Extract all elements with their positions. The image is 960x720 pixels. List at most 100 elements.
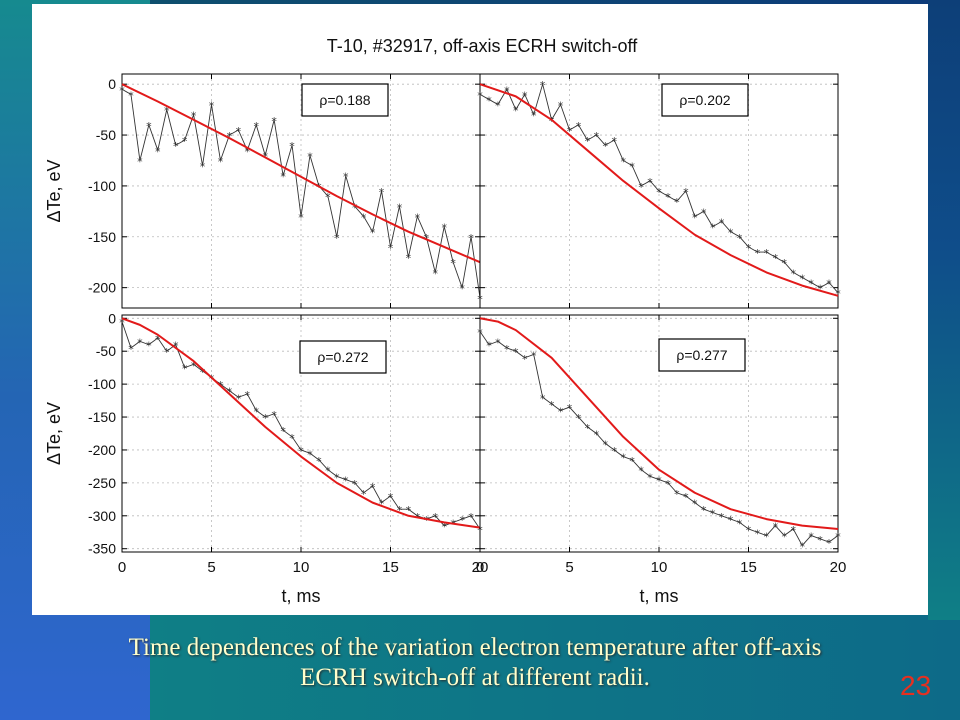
x-tick-label: 10 <box>651 559 668 576</box>
y-tick-label: -50 <box>96 127 116 143</box>
data-point: * <box>173 140 179 153</box>
data-point: * <box>791 267 797 280</box>
data-point: * <box>728 227 734 240</box>
data-point: * <box>209 100 215 113</box>
data-point: * <box>361 211 367 224</box>
data-point: * <box>665 478 671 491</box>
y-tick-label: -200 <box>88 280 116 296</box>
data-point: * <box>200 161 206 174</box>
data-point: * <box>808 531 814 544</box>
slide-number: 23 <box>900 670 932 701</box>
data-point: * <box>746 242 752 255</box>
data-point: * <box>656 186 662 199</box>
data-point: * <box>746 524 752 537</box>
data-point: * <box>245 389 251 402</box>
y-tick-label: -250 <box>88 475 116 491</box>
chart-panel: * * ********* ** ** ** ** ** * *** ** ** ** * * * ** * * * *… <box>477 73 841 309</box>
x-tick-label: 15 <box>740 559 757 576</box>
x-tick-label: 0 <box>118 559 126 576</box>
data-point: * <box>513 105 519 118</box>
data-point: * <box>719 217 725 230</box>
panel-label-box <box>299 340 387 374</box>
data-point: * <box>298 211 304 224</box>
data-point: * <box>629 161 635 174</box>
data-point: * <box>119 84 125 97</box>
data-point: * <box>334 232 340 245</box>
data-series-line <box>121 88 481 298</box>
panel-label-box <box>661 83 749 117</box>
data-point: * <box>379 186 385 199</box>
y-tick-label: -300 <box>88 508 116 524</box>
data-point: * <box>585 135 591 148</box>
data-point: * <box>638 181 644 194</box>
data-point: * <box>629 455 635 468</box>
data-point: * <box>254 405 260 418</box>
data-point: * <box>495 336 501 349</box>
panel-label: ρ=0.202 <box>679 92 730 108</box>
y-tick-label: 0 <box>108 76 116 92</box>
data-point: * <box>620 452 626 465</box>
data-point: * <box>370 227 376 240</box>
data-point: * <box>835 288 841 301</box>
fit-curve <box>479 83 839 297</box>
data-point: * <box>656 475 662 488</box>
data-point: * <box>424 514 430 527</box>
x-tick-label: 15 <box>382 559 399 576</box>
data-point: * <box>585 422 591 435</box>
data-point: * <box>352 201 358 214</box>
data-point: * <box>683 491 689 504</box>
data-point: * <box>227 130 233 143</box>
x-tick-label: 5 <box>207 559 215 576</box>
data-point: * <box>647 176 653 189</box>
data-point: * <box>343 475 349 488</box>
data-point: * <box>558 100 564 113</box>
data-point: * <box>549 399 555 412</box>
panel-label-box <box>301 83 389 117</box>
data-point: * <box>441 521 447 534</box>
data-point: * <box>128 89 134 102</box>
data-point: * <box>325 191 331 204</box>
x-tick-label: 20 <box>830 559 847 576</box>
x-axis-label: t, ms <box>640 586 679 606</box>
caption-line-2: ECRH switch-off at different radii. <box>300 664 650 691</box>
data-point: * <box>200 366 206 379</box>
data-point: * <box>316 455 322 468</box>
data-point: * <box>146 120 152 133</box>
data-point: * <box>540 392 546 405</box>
y-tick-label: -100 <box>88 178 116 194</box>
data-point: * <box>603 140 609 153</box>
data-point: * <box>737 232 743 245</box>
data-point: * <box>459 514 465 527</box>
data-point: * <box>236 125 242 138</box>
data-point: * <box>388 242 394 255</box>
data-point: * <box>594 130 600 143</box>
data-point: * <box>415 211 421 224</box>
data-point: * <box>182 135 188 148</box>
data-point: * <box>567 125 573 138</box>
data-point: * <box>791 524 797 537</box>
data-point: * <box>280 171 286 184</box>
data-point: * <box>227 386 233 399</box>
data-series-line <box>479 82 839 294</box>
data-series-line <box>121 321 481 530</box>
data-point: * <box>799 540 805 553</box>
data-point: * <box>245 145 251 158</box>
data-point: * <box>513 346 519 359</box>
data-point: * <box>379 498 385 511</box>
figure-panel: T-10, #32917, off-axis ECRH switch-off 0… <box>32 4 928 615</box>
data-point: * <box>701 206 707 219</box>
panel-label: ρ=0.272 <box>317 349 368 365</box>
data-point: * <box>576 412 582 425</box>
data-point: * <box>441 222 447 235</box>
data-point: * <box>531 110 537 123</box>
data-point: * <box>826 278 832 291</box>
data-point: * <box>692 498 698 511</box>
data-point: * <box>710 508 716 521</box>
data-point: * <box>325 465 331 478</box>
data-point: * <box>674 488 680 501</box>
panel-label: ρ=0.277 <box>676 347 727 363</box>
data-point: * <box>719 511 725 524</box>
data-point: * <box>388 491 394 504</box>
